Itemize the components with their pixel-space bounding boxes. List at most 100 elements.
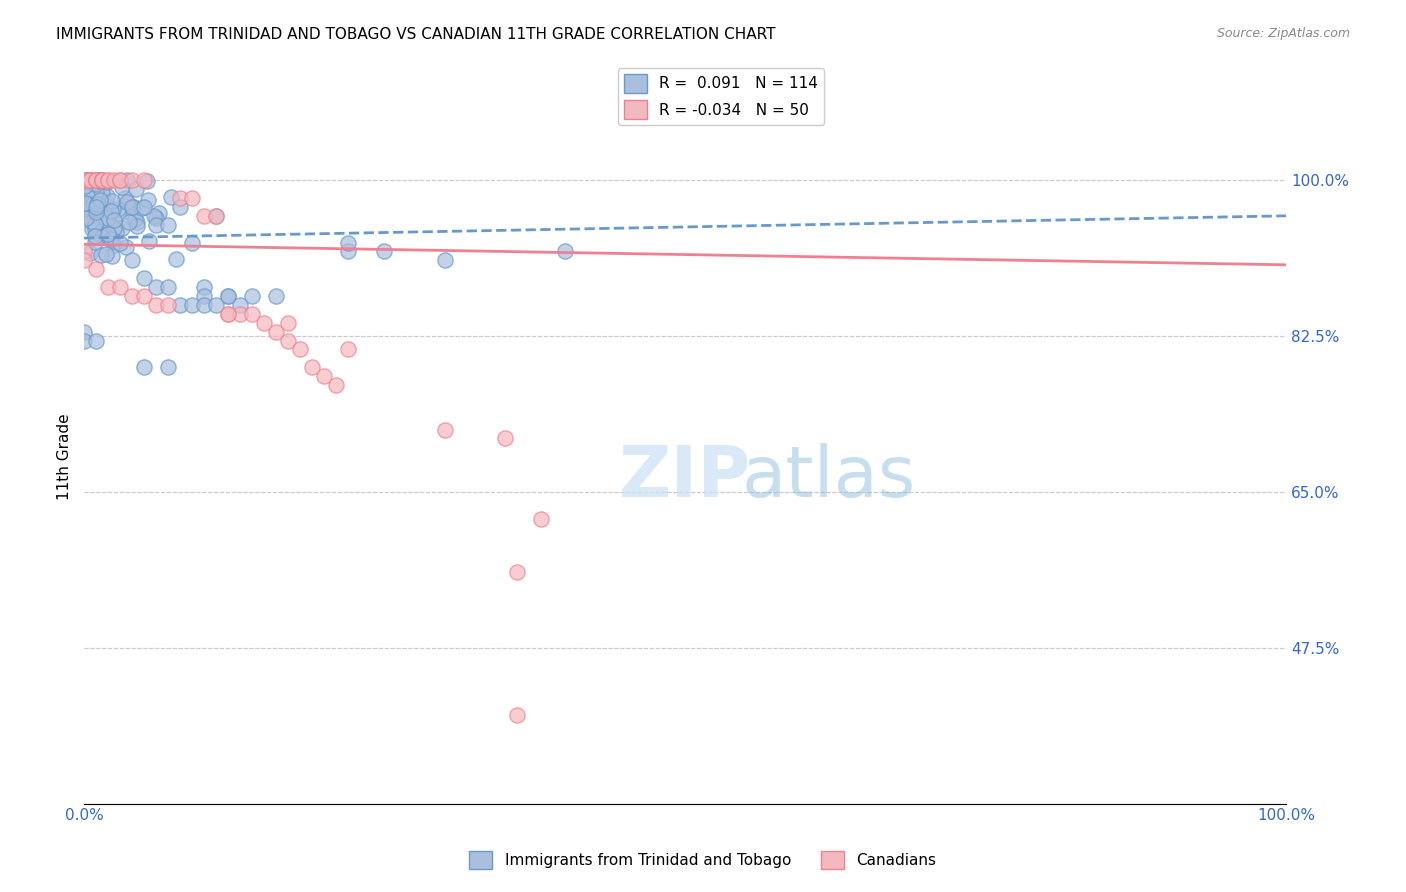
Point <box>73 173 96 187</box>
Point <box>125 215 148 229</box>
Point <box>253 316 276 330</box>
Point <box>76 188 98 202</box>
Point <box>103 220 125 235</box>
Point <box>73 173 96 187</box>
Y-axis label: 11th Grade: 11th Grade <box>58 413 72 500</box>
Point <box>86 173 108 187</box>
Point <box>108 173 131 187</box>
Point <box>91 173 114 187</box>
Point <box>505 707 527 722</box>
Point <box>73 205 96 219</box>
Point <box>124 200 146 214</box>
Point <box>73 253 96 268</box>
Legend: Immigrants from Trinidad and Tobago, Canadians: Immigrants from Trinidad and Tobago, Can… <box>464 845 942 875</box>
Text: Source: ZipAtlas.com: Source: ZipAtlas.com <box>1216 27 1350 40</box>
Point <box>277 316 299 330</box>
Point <box>181 191 204 205</box>
Point <box>132 173 155 187</box>
Point <box>554 244 576 259</box>
Point <box>122 208 145 222</box>
Point <box>84 200 107 214</box>
Point <box>76 211 98 225</box>
Point <box>90 248 112 262</box>
Point <box>266 325 288 339</box>
Point <box>84 205 107 219</box>
Point <box>108 280 131 294</box>
Point <box>121 200 143 214</box>
Point <box>79 173 101 187</box>
Point <box>193 289 215 303</box>
Point <box>87 173 110 187</box>
Point <box>91 173 114 187</box>
Point <box>73 325 96 339</box>
Point <box>84 262 107 277</box>
Point <box>87 173 110 187</box>
Point <box>181 298 204 312</box>
Text: IMMIGRANTS FROM TRINIDAD AND TOBAGO VS CANADIAN 11TH GRADE CORRELATION CHART: IMMIGRANTS FROM TRINIDAD AND TOBAGO VS C… <box>56 27 776 42</box>
Point <box>91 173 114 187</box>
Point <box>84 177 107 191</box>
Point <box>193 298 215 312</box>
Point <box>136 174 159 188</box>
Point <box>73 334 96 348</box>
Point <box>157 298 180 312</box>
Point <box>100 203 122 218</box>
Point <box>108 173 131 187</box>
Point <box>75 173 97 187</box>
Point <box>121 173 143 187</box>
Point <box>217 289 239 303</box>
Point <box>301 360 323 375</box>
Point <box>84 173 107 187</box>
Point <box>100 232 122 246</box>
Point <box>325 378 347 392</box>
Point <box>193 209 215 223</box>
Point <box>169 200 191 214</box>
Point <box>169 191 191 205</box>
Point <box>79 173 101 187</box>
Point <box>131 201 153 215</box>
Point <box>530 511 553 525</box>
Point <box>76 196 98 211</box>
Point <box>505 565 527 579</box>
Point <box>97 227 120 241</box>
Point <box>193 280 215 294</box>
Point <box>80 222 103 236</box>
Point <box>83 222 105 236</box>
Point <box>91 173 114 187</box>
Point <box>79 173 101 187</box>
Point <box>145 298 167 312</box>
Point <box>181 235 204 250</box>
Point <box>97 211 120 226</box>
Point <box>337 235 360 250</box>
Point <box>79 214 101 228</box>
Point <box>117 195 139 210</box>
Point <box>90 186 112 200</box>
Point <box>111 221 134 235</box>
Point <box>73 173 96 187</box>
Point <box>82 197 104 211</box>
Point <box>86 198 108 212</box>
Point <box>314 369 336 384</box>
Point <box>87 215 110 229</box>
Point <box>217 307 239 321</box>
Point <box>94 247 117 261</box>
Point <box>132 360 155 375</box>
Point <box>494 432 516 446</box>
Point <box>103 238 125 252</box>
Point <box>107 202 129 217</box>
Point <box>77 184 100 198</box>
Point <box>115 173 138 187</box>
Point <box>145 280 167 294</box>
Point <box>97 280 120 294</box>
Point <box>104 225 127 239</box>
Point <box>84 235 107 249</box>
Point <box>217 307 239 321</box>
Point <box>83 199 105 213</box>
Point <box>107 206 129 220</box>
Text: atlas: atlas <box>742 442 917 512</box>
Point <box>76 210 98 224</box>
Point <box>83 217 105 231</box>
Point <box>157 360 180 375</box>
Point <box>111 179 134 194</box>
Point <box>101 249 124 263</box>
